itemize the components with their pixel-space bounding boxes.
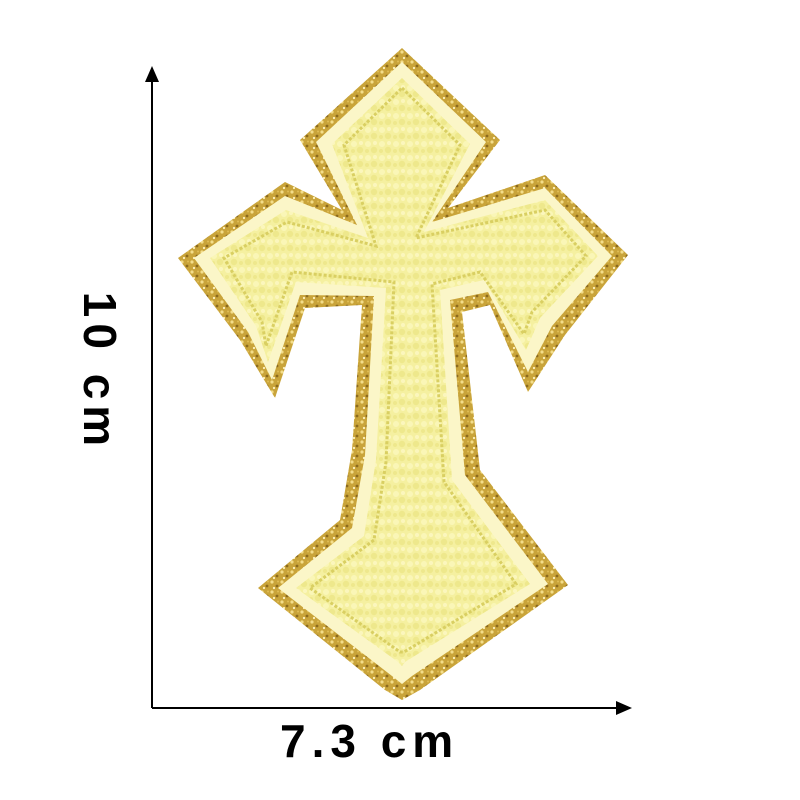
width-axis [152, 701, 632, 715]
arrow-right-icon [616, 701, 632, 715]
cross-icon [178, 48, 628, 700]
cross-fill [210, 78, 598, 666]
cross-stitching [221, 85, 589, 654]
height-axis [145, 66, 159, 708]
width-dimension-label: 7.3 cm [280, 715, 460, 767]
height-dimension-label: 10 cm [74, 291, 126, 453]
arrow-up-icon [145, 66, 159, 82]
